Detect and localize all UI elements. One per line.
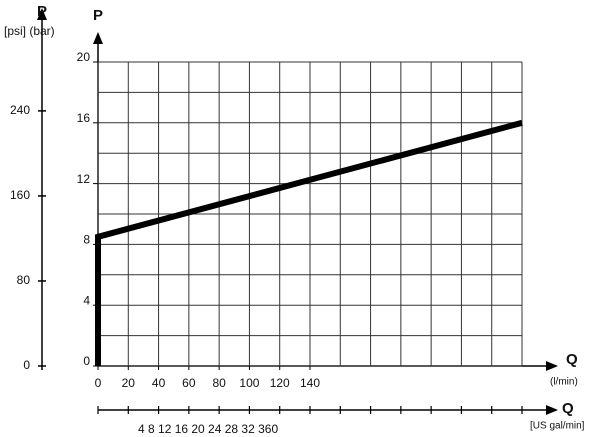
y2-tick-label: 160 [10, 188, 30, 202]
y2-tick-label: 80 [17, 273, 31, 287]
y-tick-label: 12 [77, 172, 91, 186]
x-tick-label: 140 [300, 376, 320, 390]
y-tick-label: 16 [77, 111, 91, 125]
x-tick-label: 120 [270, 376, 290, 390]
arrows [37, 8, 558, 415]
arrow [37, 8, 47, 20]
y2-axis-label: P [37, 3, 47, 20]
x2-tick-labels: 4 8 12 16 20 24 28 32 360 [138, 422, 278, 436]
x-tick-label: 60 [182, 376, 196, 390]
axes [41, 16, 550, 411]
x-units-label: (l/min) [550, 377, 578, 388]
y-tick-label: 0 [83, 354, 90, 368]
arrow [546, 405, 558, 415]
y2-tick-label: 0 [23, 358, 30, 372]
arrow [93, 32, 103, 44]
y-axis-label: P [93, 7, 103, 24]
x-tick-label: 40 [152, 376, 166, 390]
x-tick-label: 100 [239, 376, 259, 390]
data-line [95, 119, 523, 366]
y2-tick-label: 240 [10, 103, 30, 117]
x2-units-label: [US gal/min] [530, 421, 585, 432]
x-tick-label: 80 [212, 376, 226, 390]
arrow [546, 361, 558, 371]
y-units-label: [psi] (bar) [4, 24, 55, 38]
x-tick-label: 0 [95, 376, 102, 390]
y-tick-label: 8 [83, 233, 90, 247]
y-tick-label: 20 [77, 50, 91, 64]
x-axis-label: Q [566, 351, 578, 368]
x2-axis-label: Q [562, 400, 574, 417]
y-tick-label: 4 [83, 293, 90, 307]
x-tick-label: 20 [122, 376, 136, 390]
